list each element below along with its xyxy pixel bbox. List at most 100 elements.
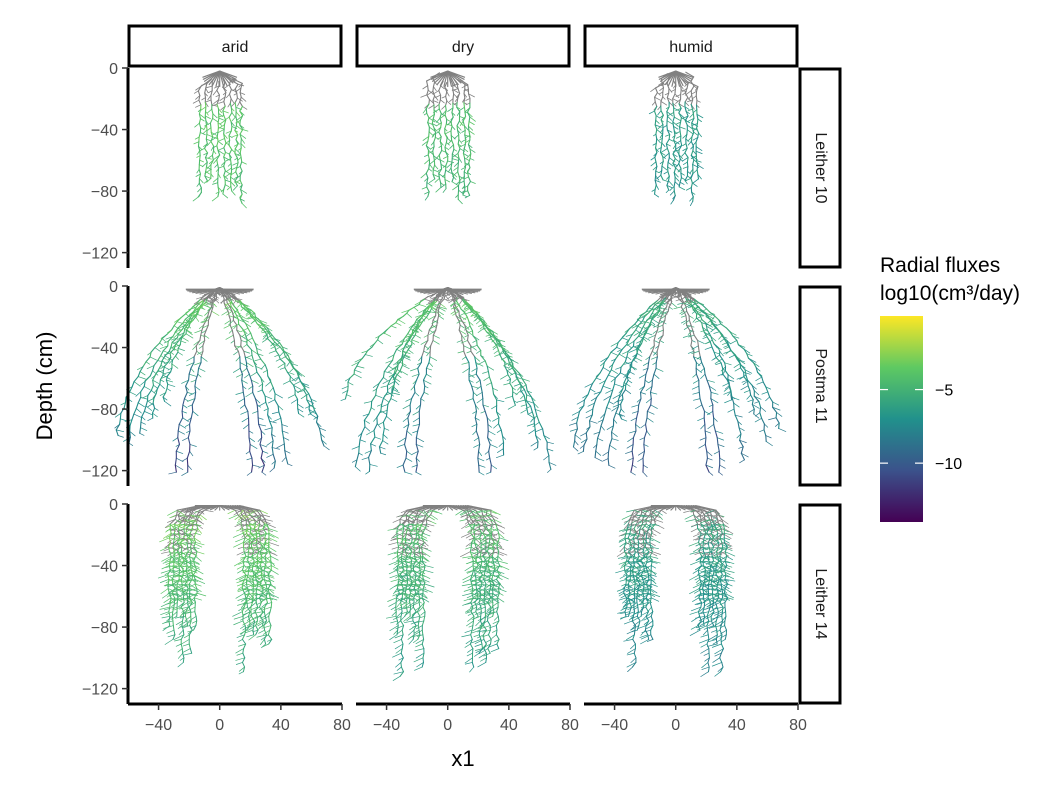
root-segment — [670, 191, 674, 195]
root-segment — [464, 351, 466, 357]
root-segment — [442, 151, 446, 153]
root-segment — [219, 118, 224, 120]
root-segment — [770, 397, 773, 402]
root-segment — [766, 436, 771, 438]
root-segment — [610, 439, 612, 446]
root-segment — [158, 356, 161, 361]
root-segment — [516, 391, 521, 395]
root-segment — [195, 386, 196, 392]
root-segment — [723, 374, 727, 380]
root-segment — [479, 438, 480, 445]
root-segment — [714, 451, 719, 454]
root-segment — [714, 424, 716, 431]
root-segment — [176, 458, 183, 462]
panel-leither-10-dry — [421, 71, 476, 204]
root-segment — [609, 445, 610, 452]
root-segment — [396, 323, 401, 326]
root-segment — [446, 161, 448, 166]
root-segment — [696, 368, 701, 372]
root-segment — [187, 451, 189, 458]
root-segment — [354, 366, 356, 370]
root-segment — [194, 142, 199, 144]
root-segment — [248, 328, 251, 333]
root-segment — [232, 117, 236, 121]
root-segment — [426, 368, 431, 370]
root-segment — [232, 330, 233, 335]
root-segment — [426, 169, 428, 174]
root-segment — [433, 340, 439, 344]
root-segment — [384, 333, 391, 337]
root-segment — [429, 357, 430, 363]
root-segment — [240, 130, 243, 135]
root-segment — [601, 386, 603, 392]
root-segment — [234, 616, 243, 619]
root-segment — [477, 399, 483, 403]
root-segment — [734, 403, 740, 407]
root-segment — [706, 458, 707, 465]
root-segment — [547, 449, 549, 456]
root-segment — [641, 424, 646, 427]
root-segment — [439, 174, 440, 179]
root-segment — [466, 98, 470, 100]
root-segment — [638, 458, 643, 461]
root-segment — [196, 317, 199, 322]
root-segment — [452, 159, 458, 161]
root-segment — [184, 653, 192, 655]
root-segment — [256, 589, 257, 594]
root-segment — [422, 187, 427, 189]
root-segment — [489, 451, 490, 458]
root-segment — [484, 377, 490, 380]
root-segment — [763, 382, 766, 387]
root-segment — [193, 100, 199, 103]
root-segment — [205, 88, 206, 93]
root-segment — [224, 185, 226, 190]
root-segment — [757, 382, 763, 384]
root-segment — [443, 156, 447, 158]
root-segment — [269, 351, 276, 354]
root-segment — [698, 340, 699, 345]
root-segment — [459, 325, 460, 330]
root-segment — [153, 398, 154, 403]
root-segment — [253, 630, 254, 635]
root-segment — [462, 357, 466, 360]
root-system — [115, 288, 330, 476]
root-segment — [590, 421, 597, 424]
root-segment — [577, 400, 584, 404]
root-segment — [132, 414, 134, 420]
root-segment — [237, 93, 238, 98]
root-segment — [160, 384, 165, 388]
root-segment — [702, 405, 705, 411]
root-segment — [761, 407, 766, 411]
root-segment — [204, 148, 207, 153]
root-segment — [614, 413, 616, 419]
root-segment — [261, 458, 264, 465]
root-segment — [494, 424, 499, 428]
root-segment — [662, 138, 663, 143]
root-segment — [487, 418, 488, 425]
root-segment — [435, 165, 438, 169]
root-segment — [436, 187, 441, 192]
root-segment — [573, 441, 574, 447]
root-segment — [245, 405, 248, 411]
root-segment — [745, 370, 746, 375]
root-segment — [667, 112, 668, 117]
root-segment — [236, 112, 239, 116]
root-segment — [517, 400, 525, 402]
root-segment — [710, 342, 712, 347]
root-segment — [190, 649, 191, 654]
root-segment — [272, 448, 279, 450]
root-segment — [683, 167, 688, 169]
root-segment — [195, 392, 196, 398]
root-segment — [147, 398, 154, 401]
root-segment — [473, 392, 477, 395]
root-segment — [590, 389, 595, 392]
root-segment — [268, 409, 269, 415]
root-segment — [170, 353, 171, 357]
root-segment — [614, 384, 621, 386]
root-segment — [229, 113, 232, 118]
root-segment — [675, 159, 678, 162]
root-segment — [734, 409, 735, 415]
root-segment — [244, 344, 247, 347]
root-segment — [235, 98, 237, 103]
root-segment — [433, 151, 434, 156]
